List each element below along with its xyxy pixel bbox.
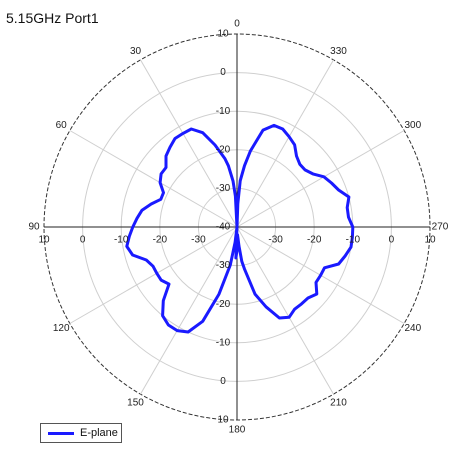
legend-swatch-e-plane [48,432,74,435]
chart-title: 5.15GHz Port1 [6,10,99,26]
angle-label-180: 180 [229,425,246,436]
series-line-e-plane [125,123,355,334]
radial-label-down-neg10: -10 [216,337,231,348]
radial-label-down-10: 10 [217,415,229,426]
radial-label-up-10: 10 [217,29,229,40]
radial-label-up-0: 0 [220,67,226,78]
angle-label-330: 330 [330,46,347,57]
radial-label-down-0: 0 [220,376,226,387]
legend-label-e-plane: E-plane [80,427,118,439]
angle-label-150: 150 [127,397,144,408]
angle-label-240: 240 [404,323,421,334]
spoke-330 [236,59,334,228]
radial-label-right-0: 0 [389,235,395,246]
spoke-300 [236,130,405,228]
angle-label-90: 90 [28,222,40,233]
radial-label-left-neg10: -10 [114,235,129,246]
spoke-60 [69,130,238,228]
radial-label-right-neg10: -10 [346,235,361,246]
legend: E-plane [40,423,122,443]
radial-label-left-neg20: -20 [153,235,168,246]
angle-label-270: 270 [432,222,449,233]
radial-label-up-neg30: -30 [216,183,231,194]
radial-label-right-neg20: -20 [307,235,322,246]
radial-label-down-neg30: -30 [216,260,231,271]
angle-label-210: 210 [330,397,347,408]
radial-label-up-neg10: -10 [216,106,231,117]
radial-label-down-neg20: -20 [216,299,231,310]
spoke-150 [140,226,238,395]
tick-labels: 0 30 60 90 120 150 180 210 240 270 300 330 10 10 10 10 0… [28,19,448,436]
polar-axes [44,34,430,420]
radial-label-left-neg30: -30 [191,235,206,246]
angle-label-0: 0 [234,19,240,30]
angle-label-60: 60 [56,120,68,131]
radial-label-right-neg30: -30 [268,235,283,246]
radial-label-down-neg40: -40 [216,222,231,233]
series-layer [125,123,355,334]
angle-label-300: 300 [404,120,421,131]
spoke-30 [140,59,238,228]
angle-label-120: 120 [53,323,70,334]
radial-label-left-0: 0 [80,235,86,246]
radial-label-right-10: 10 [424,235,436,246]
spoke-210 [236,226,334,395]
radial-label-left-10: 10 [38,235,50,246]
angle-label-30: 30 [130,46,142,57]
spoke-120 [69,226,238,324]
radial-label-up-neg20: -20 [216,144,231,155]
